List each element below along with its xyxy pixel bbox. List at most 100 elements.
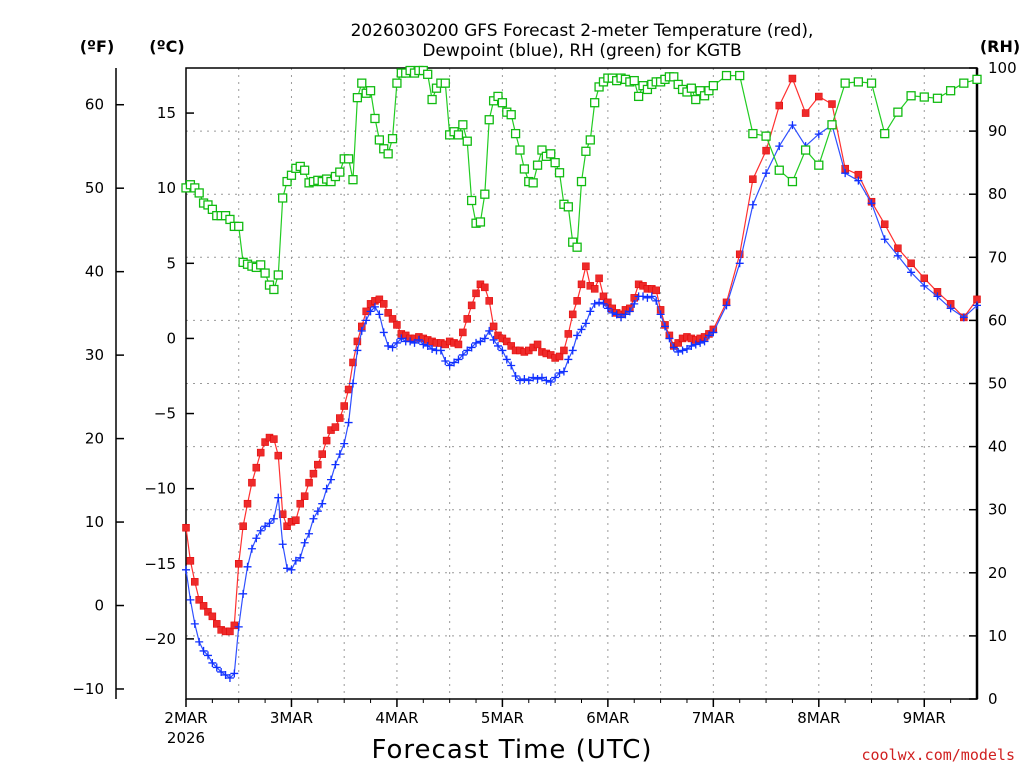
dewpoint-point <box>476 337 485 346</box>
temperature-point <box>481 283 489 292</box>
dewpoint-point <box>485 326 494 335</box>
x-tick-label: 2MAR <box>164 709 207 727</box>
dewpoint-point <box>406 337 415 346</box>
rh-point <box>572 242 582 252</box>
dewpoint-point <box>234 622 243 631</box>
dewpoint-point <box>362 316 371 325</box>
temperature-point <box>375 295 384 304</box>
rh-tick-label: 10 <box>988 627 1007 645</box>
rh-point <box>260 268 270 278</box>
dewpoint-point <box>305 529 314 538</box>
dewpoint-point <box>973 301 981 310</box>
dewpoint-point <box>656 310 665 319</box>
rh-point <box>932 93 943 103</box>
dewpoint-point <box>212 663 221 672</box>
rh-tick-label: 70 <box>988 248 1007 266</box>
dewpoint-point <box>313 507 322 516</box>
dewpoint-point <box>608 308 617 317</box>
dewpoint-point <box>643 293 652 302</box>
rh-point <box>546 149 556 159</box>
rh-point <box>840 78 850 88</box>
rh-point <box>343 154 354 164</box>
dewpoint-point <box>291 556 300 565</box>
dewpoint-point <box>907 268 916 277</box>
fahrenheit-tick-label: 30 <box>85 346 104 364</box>
temperature-point <box>652 286 660 295</box>
rh-tick-label: 30 <box>988 501 1007 519</box>
temperature-point <box>788 74 797 83</box>
dewpoint-point <box>595 298 604 307</box>
rh-point <box>814 160 824 170</box>
rh-point <box>686 83 697 93</box>
temperature-point <box>735 250 744 259</box>
rh-point <box>774 165 784 175</box>
fahrenheit-tick-label: 40 <box>85 263 104 281</box>
x-axis-title: Forecast Time (UTC) <box>371 735 652 765</box>
rh-point <box>880 128 890 139</box>
temperature-point <box>186 557 195 565</box>
dewpoint-point <box>261 522 270 531</box>
rh-tick-label: 80 <box>988 185 1007 203</box>
dewpoint-point <box>533 374 542 383</box>
dewpoint-point <box>419 340 428 349</box>
temperature-point <box>674 339 682 347</box>
rh-point <box>633 91 644 102</box>
temperature-point <box>248 478 256 487</box>
dewpoint-point <box>660 322 669 331</box>
temperature-point <box>292 516 300 524</box>
temperature-point <box>384 309 392 317</box>
rh-point <box>629 75 639 86</box>
dewpoint-point <box>788 121 797 130</box>
dewpoint-point <box>269 514 278 523</box>
rh-point <box>383 149 393 159</box>
temperature-point <box>309 469 318 478</box>
fahrenheit-tick-label: 50 <box>85 179 104 197</box>
dewpoint-point <box>639 292 648 301</box>
dewpoint-point <box>775 142 784 151</box>
dewpoint-point <box>880 235 889 244</box>
dewpoint-point <box>348 379 357 388</box>
rh-point <box>365 86 376 96</box>
rh-point <box>299 165 310 175</box>
x-start-year-label: 2026 <box>167 729 205 747</box>
temperature-point <box>230 621 239 630</box>
dewpoint-point <box>208 658 217 667</box>
temperature-point <box>880 220 889 228</box>
dewpoint-point <box>867 199 876 208</box>
rh-point <box>256 260 266 270</box>
temperature-point <box>577 280 586 289</box>
dewpoint-point <box>546 377 555 386</box>
dewpoint-point <box>221 670 230 679</box>
temperature-point <box>467 301 476 310</box>
fahrenheit-tick-label: 20 <box>85 430 104 448</box>
dewpoint-point <box>696 338 705 347</box>
dewpoint-point <box>441 356 450 365</box>
dewpoint-point <box>186 595 195 604</box>
rh-tick-label: 50 <box>988 375 1007 393</box>
dewpoint-point <box>748 200 757 209</box>
rh-point <box>853 77 863 87</box>
rh-point <box>972 74 982 85</box>
dewpoint-point <box>920 281 929 290</box>
rh-point <box>387 134 398 144</box>
temperature-point <box>252 463 261 472</box>
x-tick-label: 5MAR <box>481 709 524 727</box>
rh-point <box>510 128 521 139</box>
rh-point <box>352 93 363 103</box>
rh-point <box>475 217 486 227</box>
temperature-point <box>340 402 348 410</box>
rh-point <box>278 193 288 203</box>
temperature-point <box>454 340 463 349</box>
fahrenheit-tick-label: −10 <box>72 680 104 698</box>
temperature-point <box>239 522 247 530</box>
dewpoint-point <box>203 651 212 660</box>
fahrenheit-unit-label: (ºF) <box>80 37 115 56</box>
rh-point <box>906 91 916 101</box>
dewpoint-point <box>287 565 296 574</box>
dewpoint-point <box>520 374 529 383</box>
dewpoint-point <box>621 310 630 319</box>
x-tick-label: 6MAR <box>586 709 629 727</box>
temperature-point <box>261 438 269 446</box>
rh-point <box>234 221 244 232</box>
celsius-tick-label: −10 <box>144 480 176 498</box>
